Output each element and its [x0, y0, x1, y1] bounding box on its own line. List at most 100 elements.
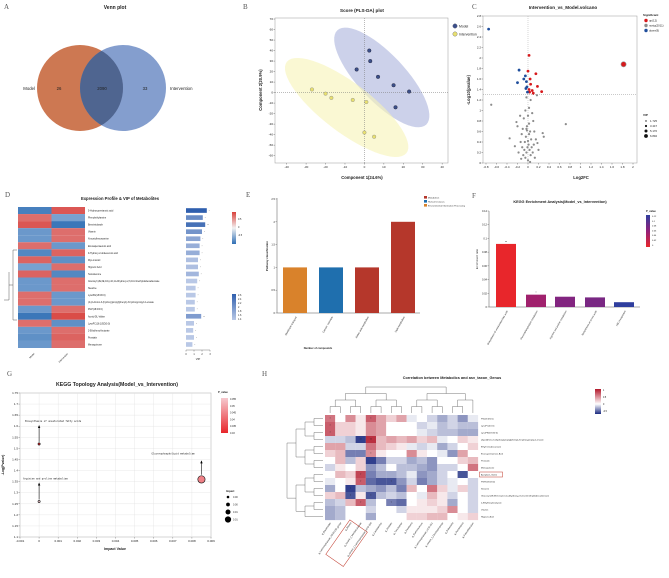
vip-significance: *	[200, 267, 201, 269]
venn-count-intervention-only: 33	[143, 86, 148, 91]
correlation-cell	[365, 499, 377, 507]
correlation-cell	[376, 513, 387, 521]
correlation-cell	[457, 450, 468, 458]
pathway-annotation: Glycerophospholipid metabolism	[151, 452, 195, 455]
category-label: Cancer: overview	[322, 316, 334, 334]
metabolite-label: Acetyl-DL-Valine	[88, 315, 106, 318]
volcano-point-nosig	[532, 143, 535, 146]
vip-significance: *	[198, 288, 199, 290]
x-tick-label: 0	[38, 539, 40, 543]
correlation-cell	[467, 422, 479, 430]
correlation-cell	[386, 492, 397, 500]
correlation-cell	[325, 429, 336, 437]
vip-bar	[186, 222, 206, 227]
sample-point-model	[368, 59, 373, 64]
panel-label-c: C	[472, 3, 477, 11]
impact-size-marker	[224, 516, 232, 523]
correlation-cell	[386, 513, 397, 521]
volcano-point-up	[540, 90, 544, 93]
sample-point-model	[391, 83, 396, 88]
legend-swatch	[424, 200, 427, 203]
x-tick-label: 0.001	[54, 539, 62, 543]
y-tick-label: 0.1	[483, 236, 487, 240]
correlation-cell	[457, 471, 468, 479]
correlation-cell	[365, 471, 377, 479]
x-tick-label: 20	[402, 165, 406, 169]
correlation-cell	[365, 429, 377, 437]
correlation-cell	[355, 513, 366, 521]
y-tick-label: 2.2	[477, 46, 482, 50]
vip-significance: *	[194, 344, 195, 346]
y-tick-label: 0	[274, 311, 276, 315]
vip-significance: *	[204, 232, 205, 234]
significance-mark: *	[391, 480, 392, 484]
correlation-cell	[325, 492, 336, 500]
heatmap-cell	[18, 277, 52, 285]
heatmap-cell	[51, 340, 85, 348]
x-tick-label: 0.005	[131, 539, 139, 543]
colorbar-tick: 0.02	[652, 240, 657, 242]
correlation-cell	[376, 457, 387, 465]
correlation-cell	[416, 450, 428, 458]
correlation-cell	[335, 422, 346, 430]
correlation-cell	[355, 436, 366, 444]
legend-label-intervention: Intervention	[459, 33, 477, 37]
vip-bar	[186, 250, 200, 256]
impact-size-marker	[226, 495, 230, 499]
correlation-cell	[406, 471, 417, 479]
vip-tick-label: 2	[201, 353, 203, 356]
sample-point-intervention	[372, 134, 377, 139]
volcano-point-nosig	[525, 96, 528, 99]
correlation-cell	[325, 471, 336, 479]
correlation-cell	[437, 506, 448, 514]
left-dendrogram-branch	[295, 428, 305, 458]
volcano-point-nosig	[513, 145, 516, 148]
topology-ylabel: -Log(Pvalue)	[1, 455, 5, 476]
vip-bar	[186, 264, 198, 270]
correlation-cell	[325, 415, 336, 423]
heatmap-cell	[18, 340, 52, 348]
correlation-cell	[345, 478, 356, 486]
volcano-point-down	[522, 77, 526, 81]
correlation-cell	[427, 471, 438, 479]
correlation-cell	[427, 429, 438, 437]
top-dendrogram-branch	[411, 406, 423, 413]
volcano-point-nosig	[515, 120, 518, 124]
correlation-cell	[406, 415, 417, 423]
significance-mark: *	[370, 452, 371, 456]
metabolite-label: 9-Hydroxy-2-dodecenoic acid	[88, 252, 119, 255]
top-dendrogram-branch	[375, 399, 397, 407]
genus-column-label: g_Faecalibaculum	[462, 522, 474, 538]
correlation-cell	[467, 464, 479, 472]
bar-0	[283, 267, 307, 313]
volcano-point-nosig	[526, 114, 530, 117]
sample-point-intervention	[329, 95, 334, 100]
correlation-cell	[416, 415, 428, 423]
metabolite-row-label: LysoPC(16:0)	[481, 425, 495, 427]
volcano-point-nosig	[520, 133, 523, 136]
vip-size-marker	[644, 129, 648, 133]
correlation-cell	[447, 506, 458, 514]
vip-size-legend-title: VIP	[643, 113, 648, 117]
correlation-cell	[457, 415, 468, 423]
y-tick-label: 0.6	[477, 130, 482, 134]
correlation-cell	[335, 499, 346, 507]
vip-size-marker	[644, 134, 648, 138]
genus-column-label: g_Dubosiella	[445, 522, 455, 535]
legend-label-up: up(12)	[649, 19, 657, 23]
volcano-point-nosig	[520, 157, 523, 160]
p-legend-tick: 0.055	[230, 398, 237, 401]
correlation-cell	[447, 485, 458, 493]
metabolite-row-label: Hippuric Acid	[481, 515, 495, 518]
enrichment-bar-2	[555, 296, 575, 307]
volcano-point-nosig	[517, 151, 520, 154]
correlation-cell	[355, 499, 366, 507]
vip-colorbar	[232, 294, 236, 320]
correlation-cell	[437, 471, 448, 479]
volcano-point-up	[528, 90, 531, 94]
vip-size-marker	[645, 120, 647, 122]
correlation-cell	[345, 506, 356, 514]
volcano-point-nosig	[525, 127, 528, 130]
correlation-cell	[355, 492, 366, 500]
heatmap-cell	[51, 214, 85, 222]
